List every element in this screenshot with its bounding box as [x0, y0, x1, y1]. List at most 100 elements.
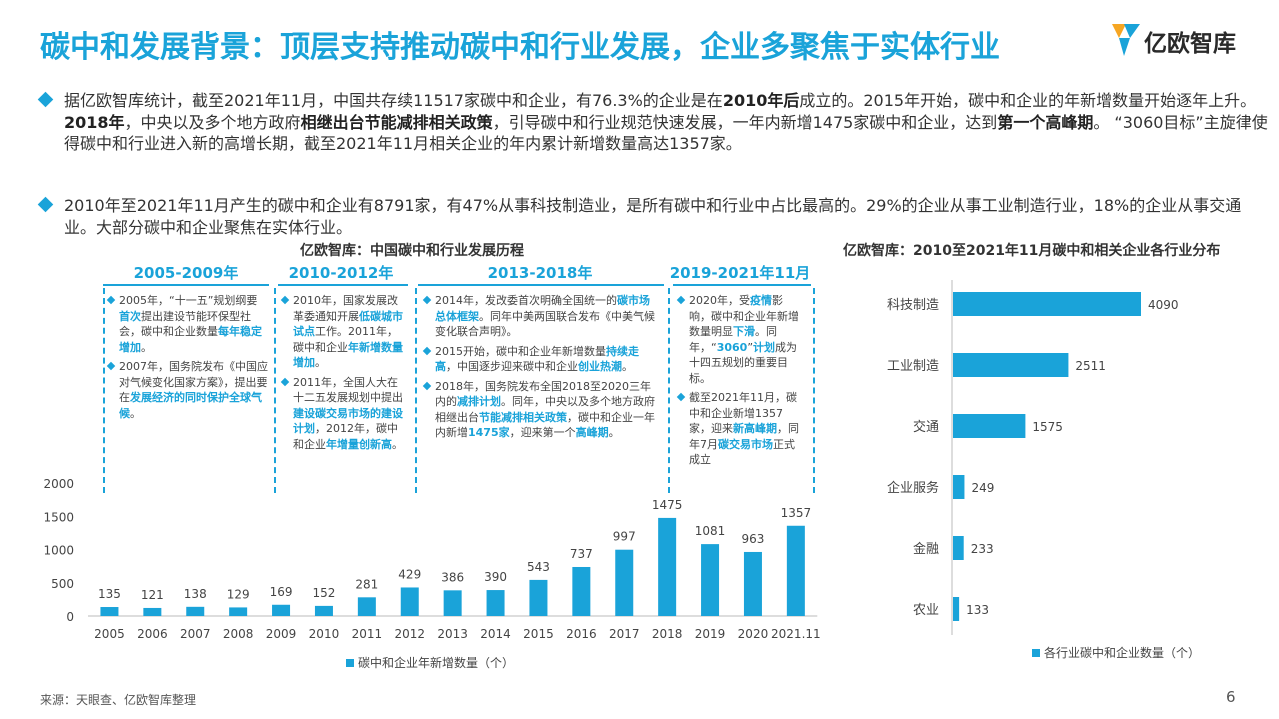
hbar-企业服务 — [953, 475, 965, 499]
event-text: 工作。2011年，碳中和企业 — [293, 325, 398, 354]
hbar-科技制造 — [953, 292, 1141, 316]
category-label: 企业服务 — [887, 480, 939, 496]
bar-value-label: 1081 — [695, 524, 726, 538]
period-events: 2005年，“十一五”规划纲要首次提出建设节能环保型社会，碳中和企业数量每年稳定… — [106, 293, 268, 425]
bar-value-label: 963 — [741, 532, 764, 546]
bar-value-label: 737 — [570, 547, 593, 561]
bar-2018 — [658, 517, 677, 616]
industry-bar-chart: 科技制造 4090 工业制造 2511 交通 1575 企业服务 249 金融 233 农业 133 各… — [887, 280, 1200, 660]
logo-icon — [1112, 24, 1140, 56]
x-tick-label: 2015 — [523, 627, 554, 641]
category-label: 金融 — [913, 541, 939, 557]
event-highlight: 发展经济的同时保护全球气候 — [119, 391, 262, 420]
hbar-金融 — [953, 536, 964, 560]
bar-2012 — [400, 587, 419, 616]
hbar-value-label: 2511 — [1075, 359, 1106, 373]
event-text: 正式成立 — [689, 437, 795, 467]
bar-2015 — [529, 579, 548, 616]
event-text: 。同年，“ — [689, 325, 777, 354]
x-tick-label: 2011 — [352, 627, 383, 641]
bullet-highlight: 相继出台节能减排相关政策 — [300, 112, 493, 132]
event-text: 2007年，国务院发布《中国应对气候变化国家方案》，提出要在 — [119, 360, 268, 404]
timeline-divider — [415, 288, 417, 493]
event-highlight: 3060 — [716, 340, 748, 354]
event-text: ，中国逐步迎来碳中和企业 — [446, 360, 578, 373]
timeline-event: 2010年，国家发展改革委通知开展低碳城市试点工作。2011年，碳中和企业年新增… — [280, 293, 404, 371]
hbar-value-label: 249 — [971, 481, 994, 495]
category-label: 交通 — [913, 419, 939, 435]
period-events: 2020年，受疫情影响，碳中和企业年新增数量明显下滑。同年，“3060”计划成为… — [676, 293, 800, 472]
bar-value-label: 1357 — [781, 506, 812, 520]
bar-2011 — [357, 597, 376, 616]
event-highlight: 节能减排相关政策 — [479, 410, 567, 424]
event-text: 。 — [130, 406, 141, 420]
bar-2010 — [314, 605, 333, 616]
y-tick-label: 500 — [51, 577, 74, 591]
event-highlight: 碳市场总体框架 — [435, 294, 650, 323]
event-text: ，迎来第一个 — [509, 426, 576, 439]
event-text: 。 — [141, 340, 152, 354]
x-tick-label: 2018 — [652, 627, 683, 641]
event-text: ，碳中和企业一年内新增 — [435, 410, 655, 440]
bar-value-label: 281 — [355, 577, 378, 591]
event-text: 。同年中美两国联合发布《中美气候变化联合声明》。 — [435, 309, 655, 339]
bar-value-label: 129 — [227, 587, 250, 601]
event-text: 提出建设节能环保型社会，碳中和企业数量 — [119, 309, 251, 339]
event-highlight: 计划 — [753, 340, 776, 354]
event-highlight: 新高峰期 — [733, 422, 777, 435]
page-number: 6 — [1226, 688, 1236, 706]
event-text: ，同年7月 — [689, 422, 799, 451]
bullet-segment: ，引导碳中和行业规范快速发展，一年内新增1475家碳中和企业，达到 — [492, 112, 998, 132]
event-highlight: 年新增数量增加 — [293, 340, 403, 370]
legend-swatch — [346, 659, 354, 667]
event-text: 。 — [392, 437, 403, 451]
bar-2007 — [186, 606, 205, 616]
timeline-event: 2015开始，碳中和企业年新增数量持续走高，中国逐步迎来碳中和企业创业热潮。 — [422, 344, 660, 375]
event-text: ” — [747, 340, 754, 354]
industry-chart-title: 亿欧智库：2010至2021年11月碳中和相关企业各行业分布 — [843, 243, 1221, 259]
timeline-event: 2020年，受疫情影响，碳中和企业年新增数量明显下滑。同年，“3060”计划成为… — [676, 293, 800, 386]
legend-swatch — [1032, 649, 1040, 657]
x-tick-label: 2010 — [309, 627, 340, 641]
x-tick-label: 2021.11 — [771, 627, 821, 641]
bullet-highlight: 第一个高峰期 — [997, 112, 1094, 132]
bar-2016 — [572, 566, 591, 616]
event-highlight: 年增量创新高 — [326, 437, 392, 451]
event-text: 影响，碳中和企业年新增数量明显 — [689, 294, 799, 338]
bullet-highlight: 2010年后 — [722, 91, 800, 110]
x-tick-label: 2007 — [180, 627, 211, 641]
event-text: 2011年，全国人大在十二五发展规划中提出 — [293, 375, 403, 405]
period-label: 2013-2018年 — [487, 264, 593, 282]
hbar-value-label: 1575 — [1032, 420, 1063, 434]
hbar-交通 — [953, 414, 1026, 438]
category-label: 农业 — [913, 603, 939, 618]
period-label: 2010-2012年 — [288, 264, 394, 282]
hbar-value-label: 233 — [971, 542, 994, 556]
period-rule — [278, 284, 408, 286]
event-highlight: 首次 — [119, 309, 141, 323]
page-title: 碳中和发展背景：顶层支持推动碳中和行业发展，企业多聚焦于实体行业 — [40, 30, 1000, 65]
event-text: 。同年，中央以及多个地方政府相继出台 — [435, 395, 655, 424]
event-text: 。 — [608, 426, 620, 439]
period-label: 2005-2009年 — [133, 264, 239, 282]
event-highlight: 低碳城市试点 — [293, 309, 403, 339]
timeline-divider — [103, 288, 105, 493]
event-text: 成为十四五规划的重要目标。 — [689, 340, 798, 385]
bullet-segment: 据亿欧智库统计，截至2021年11月，中国共存续11517家碳中和企业，有76.… — [64, 91, 723, 110]
category-label: 科技制造 — [887, 298, 939, 313]
timeline-event: 2005年，“十一五”规划纲要首次提出建设节能环保型社会，碳中和企业数量每年稳定… — [106, 293, 268, 355]
event-highlight: 1475家 — [468, 426, 510, 439]
timeline-divider — [813, 288, 815, 493]
event-text: 。 — [315, 356, 326, 369]
x-tick-label: 2014 — [480, 627, 511, 641]
bar-value-label: 997 — [613, 530, 636, 544]
bullet-highlight: 2018年 — [64, 112, 125, 132]
x-tick-label: 2008 — [223, 627, 254, 641]
timeline-event: 2011年，全国人大在十二五发展规划中提出建设碳交易市场的建设计划，2012年，… — [280, 375, 404, 453]
bar-value-label: 169 — [270, 585, 293, 599]
event-highlight: 创业热潮 — [578, 360, 622, 373]
hbar-农业 — [953, 597, 960, 621]
event-text: 截至2021年11月，碳中和企业新增1357家，迎来 — [689, 391, 797, 435]
timeline-divider — [274, 288, 276, 493]
bar-value-label: 390 — [484, 570, 507, 584]
